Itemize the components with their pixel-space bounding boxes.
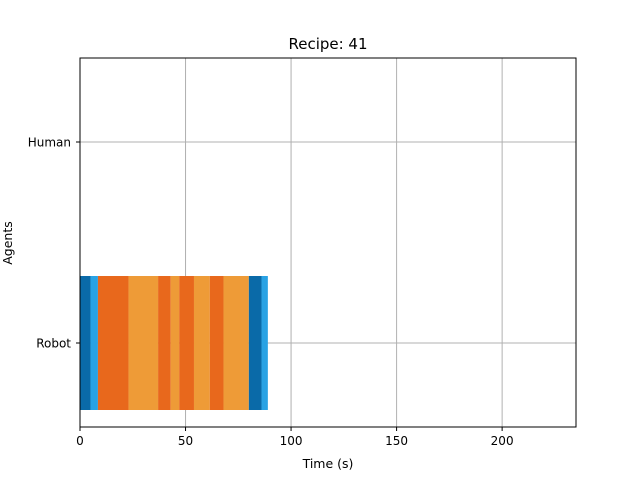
bar-segment-1: [90, 276, 98, 410]
x-tick-label: 50: [178, 434, 193, 448]
y-ticks: Robot Human: [28, 136, 80, 351]
x-tick-label: 0: [76, 434, 84, 448]
chart-title: Recipe: 41: [288, 35, 367, 53]
x-tick-label: 200: [491, 434, 514, 448]
plot-frame: [79, 57, 577, 428]
x-tick-label: 150: [385, 434, 408, 448]
bar-segment-5: [170, 276, 180, 410]
bar-segment-9: [223, 276, 249, 410]
bar-segment-3: [128, 276, 159, 410]
bar-segment-0: [80, 276, 91, 410]
y-tick-label-human: Human: [28, 136, 71, 150]
x-tick-label: 100: [280, 434, 303, 448]
bar-segment-11: [261, 276, 268, 410]
x-axis-label: Time (s): [302, 456, 354, 471]
y-axis-label: Agents: [0, 221, 15, 265]
bar-segment-8: [209, 276, 224, 410]
bar-segment-2: [97, 276, 129, 410]
bar-segment-10: [248, 276, 262, 410]
y-tick-label-robot: Robot: [36, 337, 71, 351]
bar-segment-7: [193, 276, 210, 410]
x-ticks: 0 50 100 150 200: [76, 427, 514, 448]
bar-segment-6: [179, 276, 194, 410]
bar-segment-4: [158, 276, 171, 410]
bar-segments: [80, 276, 268, 410]
